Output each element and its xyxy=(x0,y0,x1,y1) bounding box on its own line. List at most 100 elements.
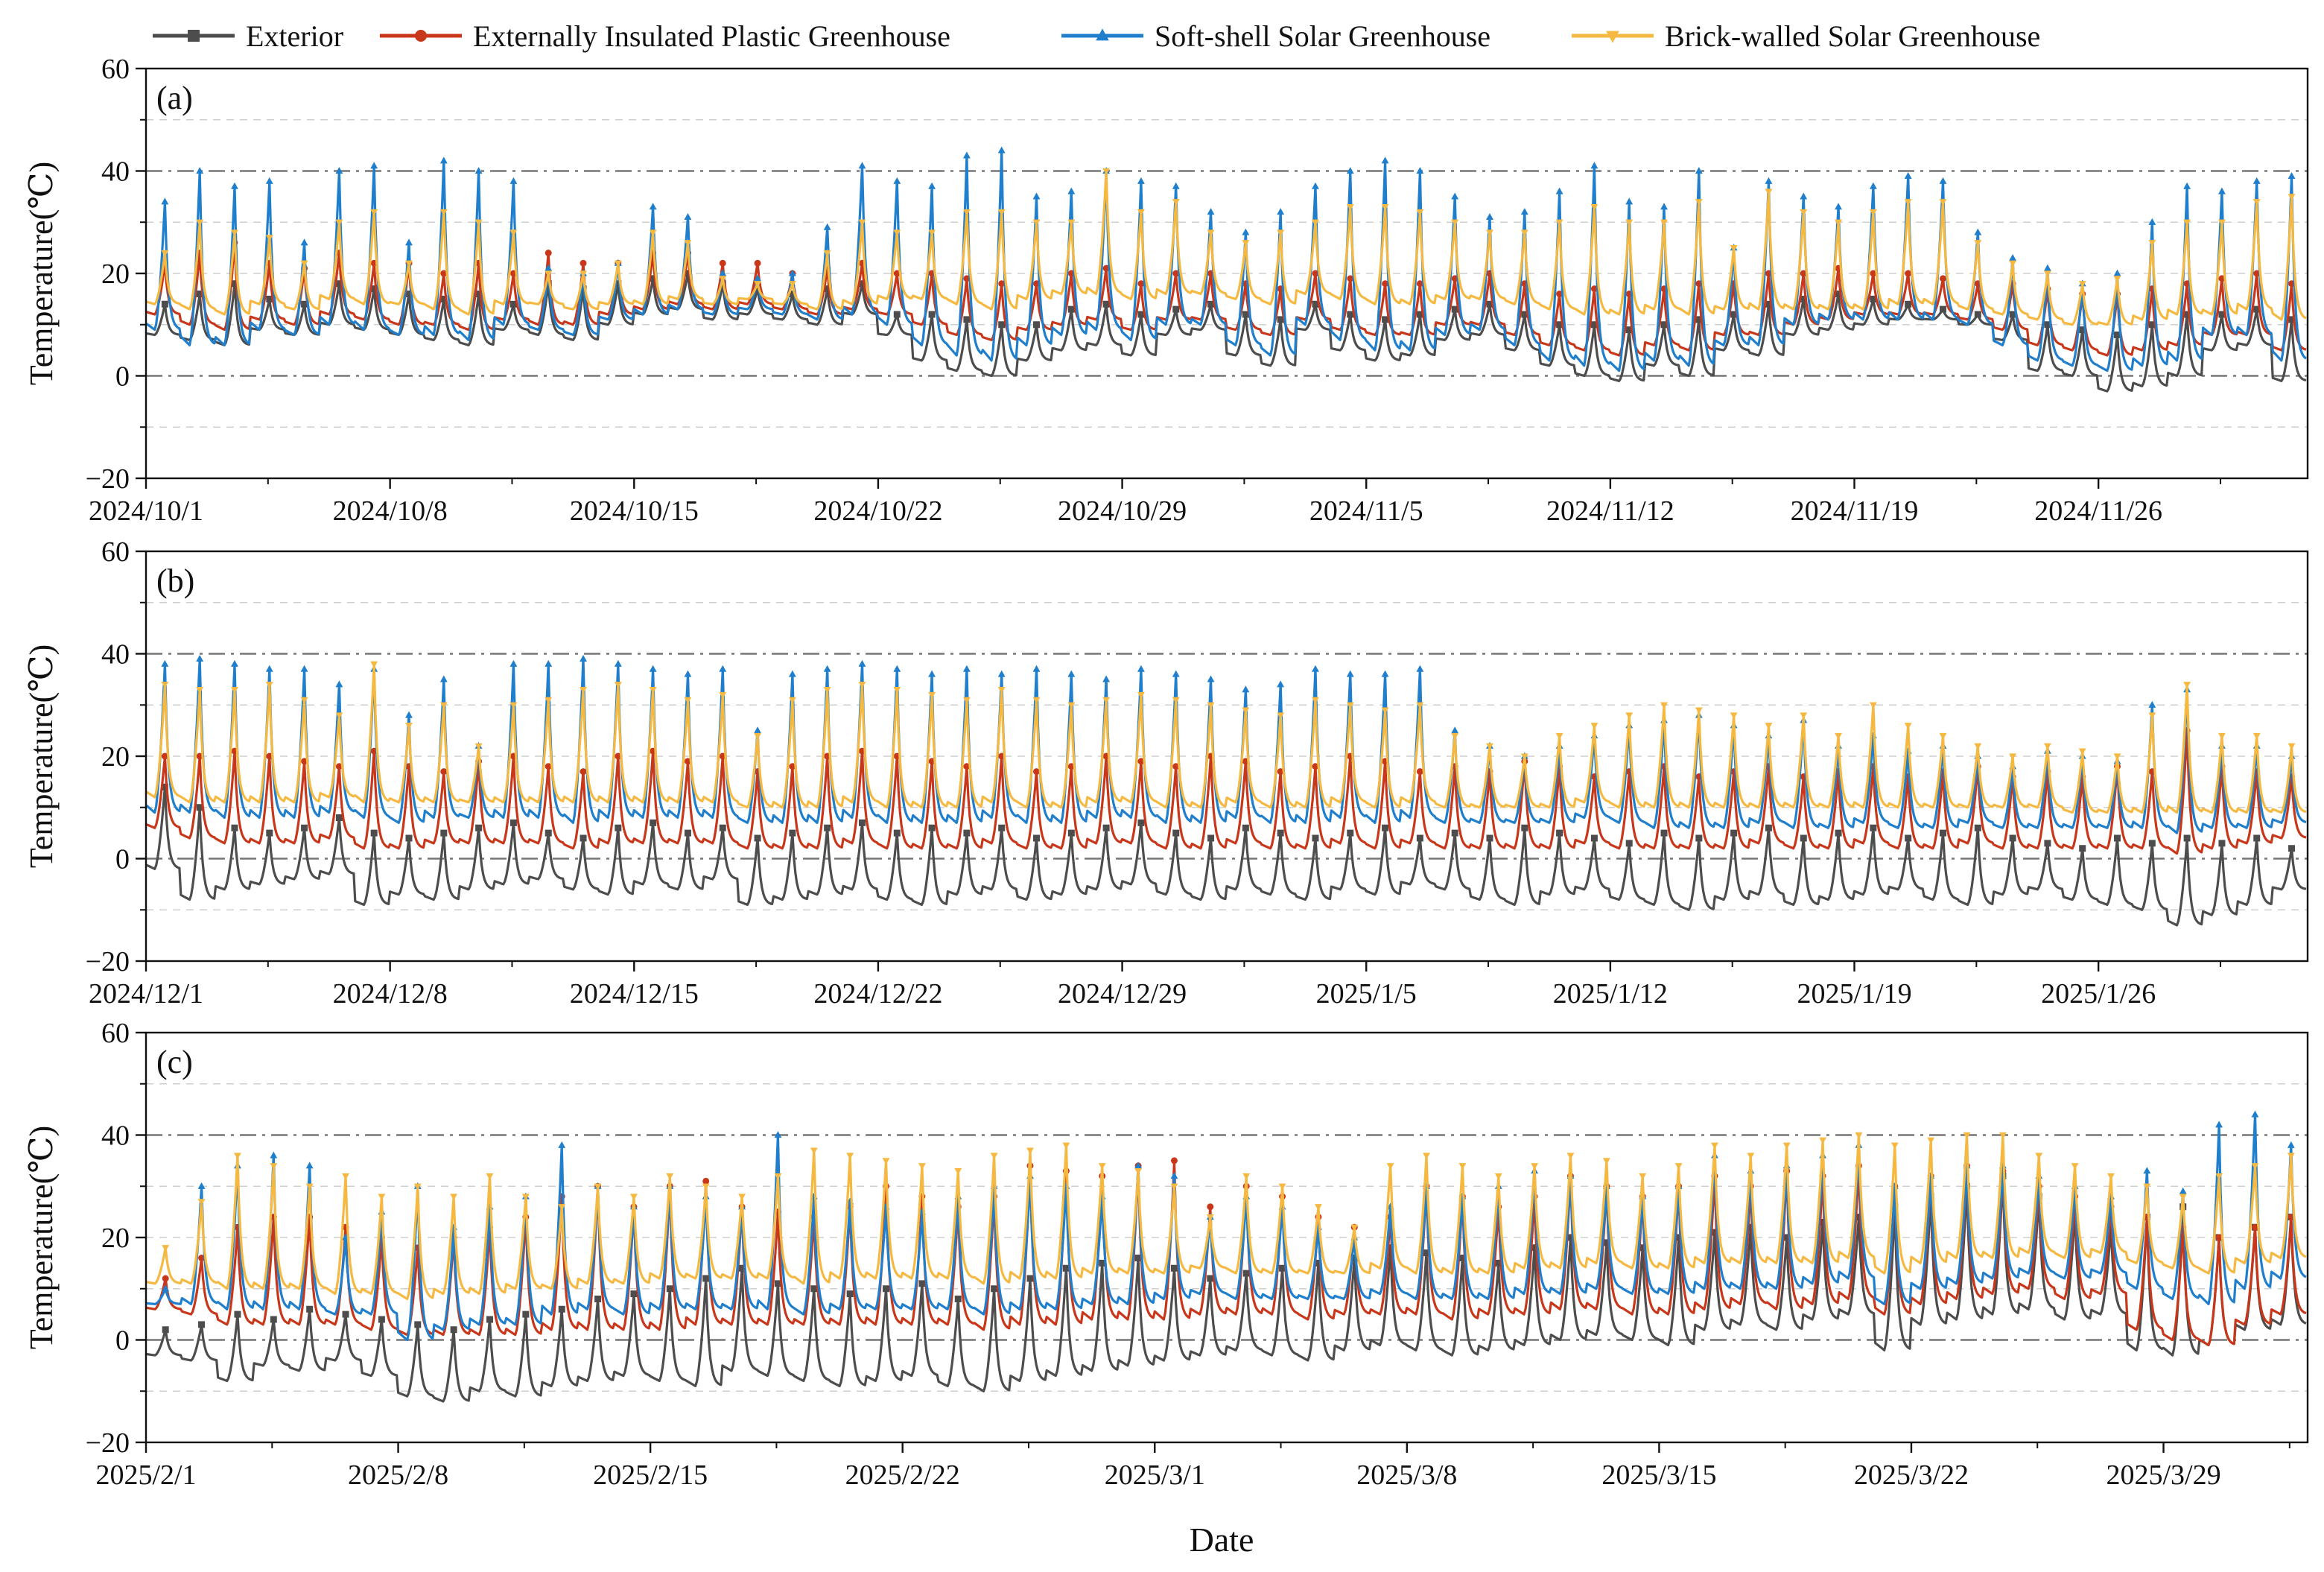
data-point xyxy=(1520,208,1528,215)
data-point xyxy=(1869,182,1877,189)
data-point xyxy=(2009,753,2017,761)
data-point xyxy=(545,763,552,770)
data-point xyxy=(1134,1255,1142,1261)
data-point xyxy=(335,219,343,226)
data-point xyxy=(1312,219,1319,226)
data-point xyxy=(198,1321,206,1328)
data-point xyxy=(1416,209,1424,216)
data-point xyxy=(161,682,169,689)
data-point xyxy=(684,829,691,837)
data-point xyxy=(788,697,796,704)
data-point xyxy=(1625,840,1633,847)
legend-entry: Externally Insulated Plastic Greenhouse xyxy=(380,19,950,53)
data-point xyxy=(2253,834,2261,842)
data-point xyxy=(335,763,343,770)
data-point xyxy=(405,238,413,246)
data-point xyxy=(2288,194,2296,201)
data-point xyxy=(1974,240,1982,247)
y-tick-label: 0 xyxy=(115,844,130,875)
panel-a: −20 0 20 40 60 2024/10/1 2024/10/8 2024/10/15 20… xyxy=(23,54,2309,527)
data-point xyxy=(1590,162,1598,169)
data-point xyxy=(231,824,238,831)
data-point xyxy=(928,311,936,318)
data-point xyxy=(1747,1153,1755,1160)
data-point xyxy=(1819,1137,1827,1144)
x-tick-label: 2024/12/1 xyxy=(89,978,203,1010)
data-point xyxy=(265,682,273,689)
data-point xyxy=(893,829,901,837)
data-point xyxy=(2215,1121,2223,1128)
data-point xyxy=(300,665,308,672)
data-point xyxy=(2183,682,2191,689)
data-point xyxy=(2288,845,2296,852)
data-point xyxy=(1312,697,1319,704)
data-point xyxy=(2071,1163,2079,1170)
data-point xyxy=(161,250,169,257)
data-point xyxy=(1486,743,1493,750)
data-point xyxy=(1346,702,1354,709)
data-point xyxy=(1102,697,1111,704)
data-point xyxy=(2183,834,2191,842)
data-point xyxy=(719,259,726,267)
data-point xyxy=(370,162,378,169)
data-point xyxy=(1207,229,1215,237)
data-point xyxy=(1486,834,1493,842)
series-line xyxy=(146,1133,2307,1301)
data-point xyxy=(788,269,796,276)
data-point xyxy=(2113,753,2121,761)
data-point xyxy=(370,661,378,668)
data-point xyxy=(823,665,831,672)
x-tick-label: 2025/3/29 xyxy=(2106,1460,2220,1491)
x-tick-label: 2024/11/5 xyxy=(1309,495,1423,527)
data-point xyxy=(2148,240,2156,247)
data-point xyxy=(2148,712,2156,720)
data-point xyxy=(1312,300,1319,308)
data-point xyxy=(1242,228,1250,235)
data-point xyxy=(2148,840,2156,847)
data-point xyxy=(684,240,692,247)
y-tick-label: 20 xyxy=(101,1223,130,1254)
series-group xyxy=(146,654,2307,927)
x-tick-label: 2024/12/29 xyxy=(1058,978,1187,1010)
data-point xyxy=(1102,824,1110,831)
data-point xyxy=(1416,167,1424,174)
data-point xyxy=(1347,275,1354,282)
data-point xyxy=(1939,732,1947,740)
data-point xyxy=(1172,829,1180,837)
data-point xyxy=(1172,763,1180,770)
data-point xyxy=(1312,763,1319,770)
data-point xyxy=(1590,204,1598,212)
data-point xyxy=(2148,700,2156,708)
x-tick-label: 2025/3/8 xyxy=(1356,1460,1457,1491)
data-point xyxy=(1835,732,1843,740)
data-point xyxy=(1026,1275,1034,1282)
data-point xyxy=(1170,1183,1178,1191)
data-point xyxy=(650,819,657,826)
data-point xyxy=(1172,697,1180,704)
data-point xyxy=(823,687,831,694)
data-point xyxy=(1870,270,1877,277)
data-point xyxy=(2079,845,2086,852)
data-point xyxy=(846,1290,854,1298)
data-point xyxy=(196,219,204,226)
data-point xyxy=(1660,321,1668,329)
data-point xyxy=(1242,824,1249,831)
data-point xyxy=(1312,270,1319,277)
data-point xyxy=(1855,1132,1863,1139)
data-point xyxy=(1765,177,1773,184)
data-point xyxy=(300,697,308,704)
x-tick-label: 2025/3/15 xyxy=(1601,1460,1716,1491)
data-point xyxy=(231,659,238,667)
data-point xyxy=(2251,1163,2259,1170)
data-point xyxy=(858,819,866,826)
data-point xyxy=(774,1131,782,1138)
data-point xyxy=(1782,1142,1791,1150)
data-point xyxy=(2183,219,2191,226)
data-point xyxy=(882,1158,890,1165)
data-point xyxy=(266,295,273,302)
data-point xyxy=(558,1204,566,1211)
data-point xyxy=(558,1305,565,1313)
y-tick-label: 20 xyxy=(101,741,130,773)
data-point xyxy=(1974,228,1982,235)
data-point xyxy=(2287,1141,2295,1148)
